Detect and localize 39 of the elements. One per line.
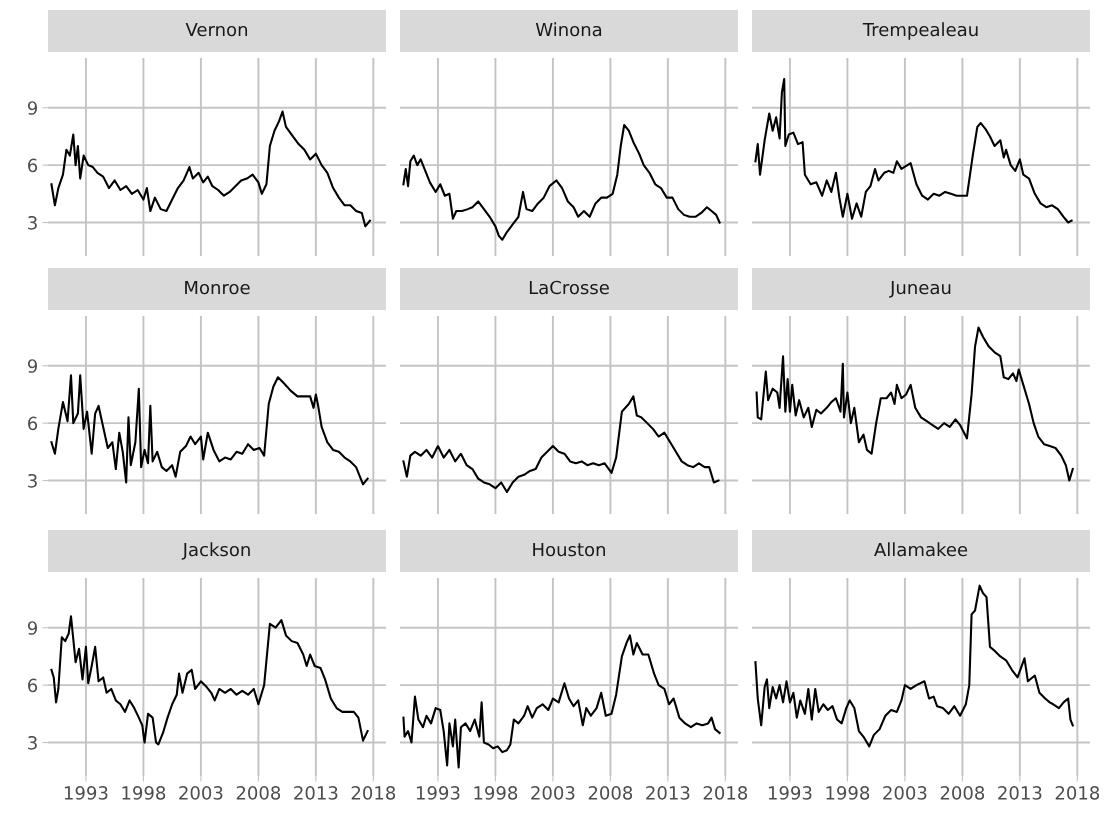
x-tick-label: 2008 [940,786,985,800]
y-tick-label: 3 [28,473,37,488]
y-tick-label: 3 [28,735,37,750]
x-tick-label: 2008 [588,786,633,800]
x-tick-label: 1998 [826,786,870,800]
y-tick-label: 6 [28,678,38,693]
y-tick-label: 3 [28,215,37,230]
chart-title: Juneau [889,280,951,298]
x-tick-label: 1993 [768,786,812,800]
x-tick-label: 2018 [703,786,748,800]
chart-title: Trempealeau [862,22,978,40]
x-tick-label: 2018 [351,786,396,800]
chart-title: Monroe [185,280,250,295]
x-tick-label: 1993 [64,786,108,800]
x-tick-label: 2013 [646,786,690,800]
x-tick-label: 2013 [998,786,1042,800]
line-series [50,110,371,228]
x-tick-label: 1993 [416,786,460,800]
chart-title: Vernon [185,22,248,37]
x-tick-label: 2003 [883,786,927,800]
chart-title: Houston [533,542,605,557]
x-tick-label: 1998 [474,786,518,800]
x-tick-label: 2003 [531,786,575,800]
chart-title: Winona [535,22,602,37]
x-tick-label: 2018 [1055,786,1100,800]
x-tick-label: 1998 [122,786,166,800]
chart-title: LaCrosse [529,280,609,295]
chart-title: Jackson [181,542,250,560]
chart-title: Allamakee [874,542,968,557]
y-tick-label: 6 [28,158,38,173]
y-tick-label: 9 [27,621,38,635]
y-tick-label: 9 [27,359,38,373]
y-tick-label: 6 [28,416,38,431]
y-tick-label: 9 [27,101,38,115]
x-tick-label: 2013 [294,786,338,800]
x-tick-label: 2003 [179,786,223,800]
line-series [50,374,369,486]
x-tick-label: 2008 [236,786,281,800]
line-series [50,615,369,746]
